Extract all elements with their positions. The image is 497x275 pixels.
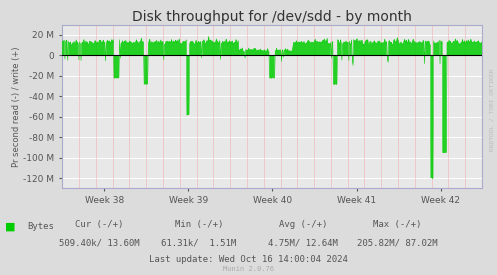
Text: Max (-/+): Max (-/+) [373, 220, 422, 229]
Text: Munin 2.0.76: Munin 2.0.76 [223, 266, 274, 272]
Text: 4.75M/ 12.64M: 4.75M/ 12.64M [268, 239, 338, 248]
Text: Min (-/+): Min (-/+) [174, 220, 223, 229]
Text: 509.40k/ 13.60M: 509.40k/ 13.60M [59, 239, 140, 248]
Y-axis label: Pr second read (-) / write (+): Pr second read (-) / write (+) [11, 46, 20, 167]
Text: Cur (-/+): Cur (-/+) [75, 220, 124, 229]
Text: Avg (-/+): Avg (-/+) [279, 220, 328, 229]
Text: Last update: Wed Oct 16 14:00:04 2024: Last update: Wed Oct 16 14:00:04 2024 [149, 255, 348, 264]
Title: Disk throughput for /dev/sdd - by month: Disk throughput for /dev/sdd - by month [132, 10, 412, 24]
Text: Bytes: Bytes [27, 222, 54, 231]
Text: ■: ■ [5, 222, 15, 232]
Text: RRDTOOL / TOBI OETIKER: RRDTOOL / TOBI OETIKER [490, 69, 495, 151]
Text: 61.31k/  1.51M: 61.31k/ 1.51M [161, 239, 237, 248]
Text: 205.82M/ 87.02M: 205.82M/ 87.02M [357, 239, 438, 248]
